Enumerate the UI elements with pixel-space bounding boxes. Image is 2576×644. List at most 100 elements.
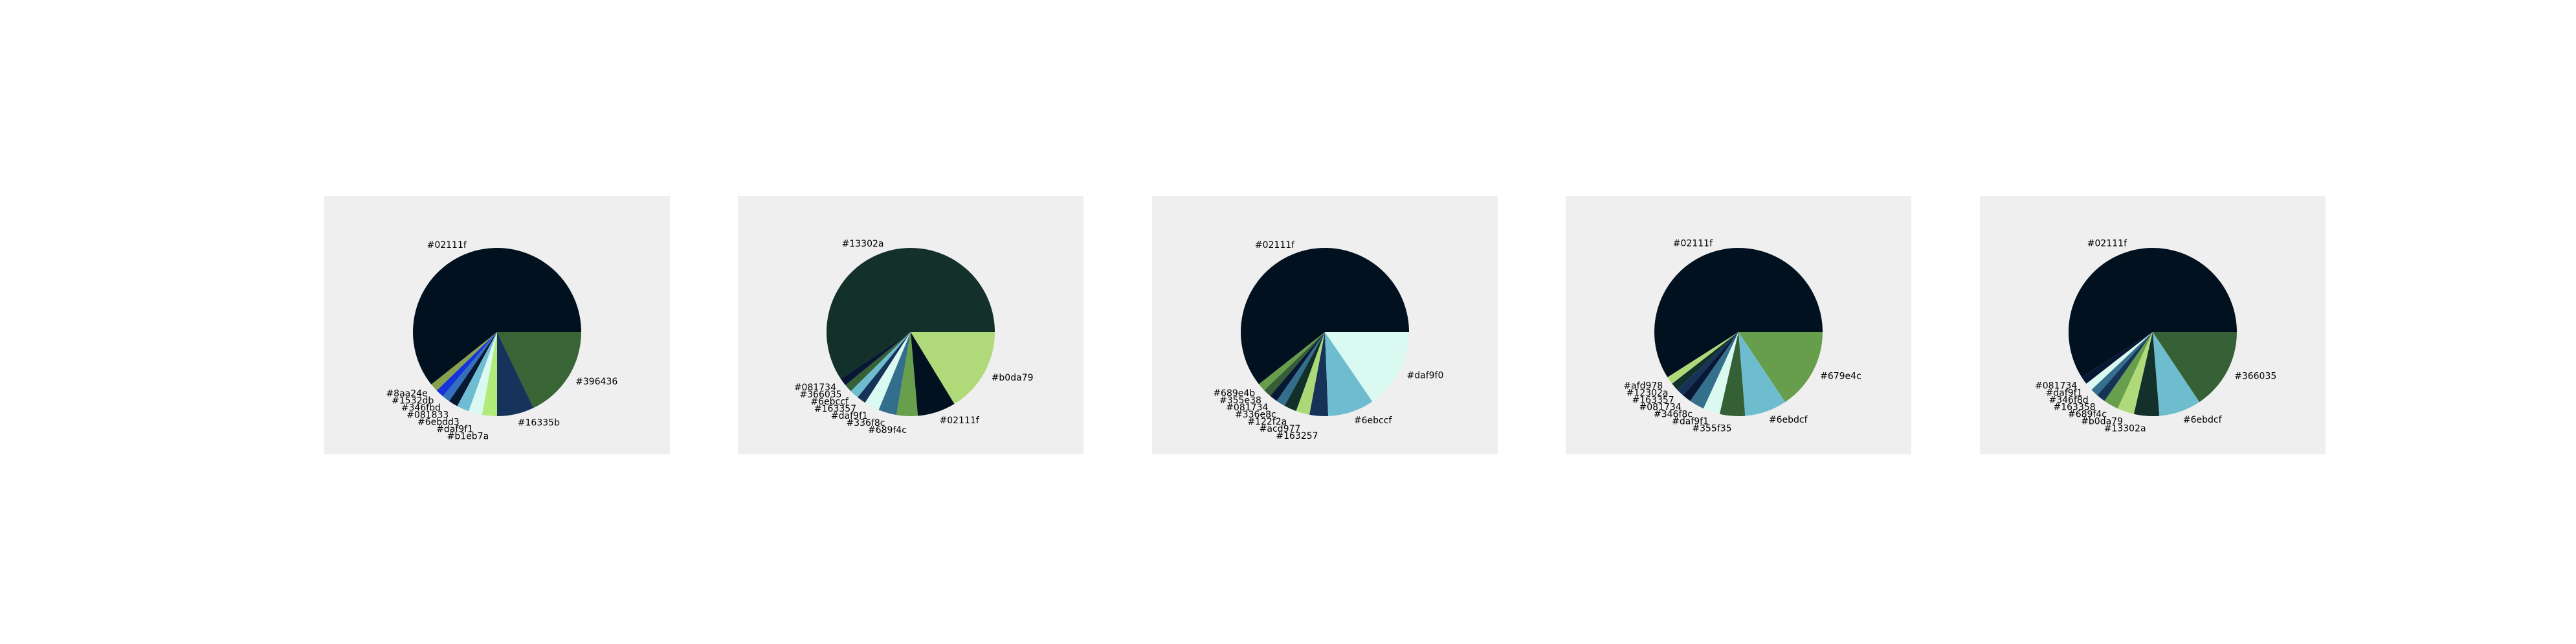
pie-chart-5-svg: #02111f #081734#daf9f1#346f8d#163358#689f… bbox=[2035, 239, 2276, 434]
pie-4-slice-2 bbox=[1667, 332, 1738, 384]
pie-2-label-1: #13302a bbox=[842, 239, 884, 249]
pie-4-slice-4 bbox=[1677, 332, 1738, 395]
pie-2-label-5: #163357 bbox=[814, 404, 856, 414]
pie-3-slice-1 bbox=[1241, 247, 1409, 384]
pie-5-slice-5 bbox=[2097, 332, 2153, 401]
pie-4-slice-5 bbox=[1683, 332, 1738, 401]
pie-5-slice-9 bbox=[2153, 332, 2200, 416]
pie-1-label-1: #02111f bbox=[427, 240, 467, 250]
pie-3-slice-2 bbox=[1259, 332, 1325, 391]
pie-2-label-2: #081734 bbox=[794, 383, 836, 393]
pie-5-slice-10 bbox=[2153, 332, 2237, 403]
pie-4-label-9: #6ebdcf bbox=[1769, 415, 1808, 425]
pie-3-label-10: #daf9f0 bbox=[1407, 371, 1444, 381]
pie-5-label-8: #13302a bbox=[2104, 423, 2146, 434]
pie-2-slice-5 bbox=[858, 332, 911, 403]
pie-4-label-2: #afd978 bbox=[1623, 381, 1663, 391]
pie-3-slice-10 bbox=[1325, 332, 1409, 402]
pie-2-slice-1 bbox=[827, 248, 995, 379]
pie-4-label-3: #12302a bbox=[1627, 388, 1669, 398]
pie-3-slice-8 bbox=[1309, 332, 1329, 416]
pie-2-slice-10 bbox=[911, 332, 995, 405]
pie-1-label-9: #16335b bbox=[518, 417, 560, 428]
pie-5-label-3: #daf9f1 bbox=[2046, 388, 2083, 398]
pie-3-slice-4 bbox=[1270, 332, 1325, 401]
pie-2-slice-9 bbox=[911, 332, 955, 416]
pie-4-slice-1 bbox=[1654, 247, 1823, 377]
pie-1-label-8: #b1eb7a bbox=[447, 432, 489, 442]
pie-1-label-5: #081833 bbox=[406, 410, 449, 421]
pie-3-label-4: #081734 bbox=[1226, 403, 1268, 413]
pie-chart-3: #02111f #689e4b #355e38 #081734 #336e8c #122f… bbox=[1152, 196, 1498, 454]
pie-4-label-10: #679e4c bbox=[1820, 371, 1861, 381]
pie-chart-4-svg: #02111f #afd978#12302a#163357#081734#346f… bbox=[1623, 239, 1861, 434]
pie-4-label-6: #346f8c bbox=[1654, 409, 1693, 419]
pie-chart-5: #02111f #081734 #daf9f1 #346f8d #163358 #689f… bbox=[1980, 196, 2326, 454]
pie-2-label-7: #336f8c bbox=[847, 418, 885, 428]
pie-3-slice-6 bbox=[1284, 332, 1325, 412]
pie-5-slice-7 bbox=[2117, 332, 2153, 414]
pie-3-label-2: #689e4b bbox=[1213, 388, 1255, 399]
pie-3-label-5: #336e8c bbox=[1235, 410, 1276, 420]
pie-5-label-7: #b0da79 bbox=[2081, 416, 2123, 427]
pie-2-label-6: #daf9f1 bbox=[831, 411, 868, 421]
pie-3-label-3: #355e38 bbox=[1219, 395, 1261, 406]
pie-4-label-5: #081734 bbox=[1639, 402, 1682, 412]
pie-3-slice-3 bbox=[1264, 332, 1325, 396]
pie-chart-1: #02111f #8aa24e #1532db #346fbd #081833 #6ebd… bbox=[324, 196, 670, 454]
pie-3-slice-5 bbox=[1276, 332, 1325, 406]
pie-5-label-4: #346f8d bbox=[2049, 395, 2089, 405]
pie-5-label-9: #6ebdcf bbox=[2183, 415, 2223, 425]
pie-5-label-6: #689f4c bbox=[2068, 409, 2107, 419]
pie-4-slice-8 bbox=[1719, 332, 1746, 416]
pie-1-slice-8 bbox=[482, 332, 497, 416]
pie-2-slice-2 bbox=[840, 332, 911, 386]
pie-3-label-6: #122f2a bbox=[1247, 417, 1287, 427]
pie-2-slice-8 bbox=[896, 332, 918, 416]
pie-2-label-9: #02111f bbox=[940, 416, 980, 426]
pie-1-slice-4 bbox=[442, 332, 497, 401]
pie-5-label-1: #02111f bbox=[2087, 239, 2127, 249]
pie-1-slice-1 bbox=[413, 247, 581, 385]
pie-2-slice-3 bbox=[845, 332, 911, 392]
pie-3-label-9: #6ebccf bbox=[1354, 416, 1393, 426]
pie-5-label-10: #366035 bbox=[2234, 371, 2276, 381]
pie-1-slice-3 bbox=[436, 332, 497, 397]
pie-2-label-3: #366035 bbox=[799, 390, 841, 400]
pie-4-label-7: #daf9f1 bbox=[1672, 416, 1709, 427]
pie-1-slice-7 bbox=[469, 332, 497, 415]
pie-1-label-3: #1532db bbox=[392, 396, 434, 406]
pie-5-slice-8 bbox=[2133, 332, 2160, 416]
pie-4-slice-9 bbox=[1738, 332, 1786, 416]
pie-4-slice-7 bbox=[1703, 332, 1738, 414]
pie-2-label-10: #b0da79 bbox=[992, 373, 1034, 383]
pie-5-label-2: #081734 bbox=[2035, 381, 2077, 391]
pie-5-slice-2 bbox=[2082, 332, 2153, 384]
pie-5-slice-6 bbox=[2104, 332, 2153, 409]
pie-chart-2: #13302a #081734 #366035 #6ebccf #163357 #daf9… bbox=[738, 196, 1083, 454]
pie-1-slice-10 bbox=[497, 332, 581, 408]
pie-5-slice-4 bbox=[2091, 332, 2153, 395]
pie-5-slice-3 bbox=[2086, 332, 2153, 390]
pie-1-label-4: #346fbd bbox=[401, 403, 441, 414]
pie-1-slice-2 bbox=[431, 332, 497, 391]
pie-4-label-1: #02111f bbox=[1673, 239, 1713, 249]
pie-3-slice-7 bbox=[1296, 332, 1325, 415]
pie-2-slice-6 bbox=[865, 332, 911, 410]
pie-2-slice-7 bbox=[878, 332, 911, 416]
pie-4-slice-10 bbox=[1738, 332, 1823, 403]
pie-5-label-5: #163358 bbox=[2054, 402, 2096, 412]
pie-1-slice-5 bbox=[449, 332, 497, 406]
pie-1-label-2: #8aa24e bbox=[386, 389, 427, 399]
pie-3-label-7: #acd977 bbox=[1260, 424, 1301, 434]
pie-1-slice-9 bbox=[497, 332, 534, 416]
pie-3-label-8: #163257 bbox=[1276, 431, 1318, 441]
pie-4-slice-6 bbox=[1690, 332, 1738, 409]
pie-4-label-4: #163357 bbox=[1632, 395, 1674, 405]
pie-chart-4: #02111f #afd978 #12302a #163357 #081734 #346f… bbox=[1566, 196, 1911, 454]
pie-4-slice-3 bbox=[1672, 332, 1738, 390]
pie-5-slice-1 bbox=[2069, 247, 2237, 377]
pie-chart-1-svg: #02111f #8aa24e#1532db#346fbd#081833#6ebd… bbox=[386, 240, 617, 442]
pie-1-label-6: #6ebdd3 bbox=[417, 417, 460, 428]
pie-chart-2-svg: #13302a #081734#366035#6ebccf#163357#daf9… bbox=[794, 239, 1034, 436]
